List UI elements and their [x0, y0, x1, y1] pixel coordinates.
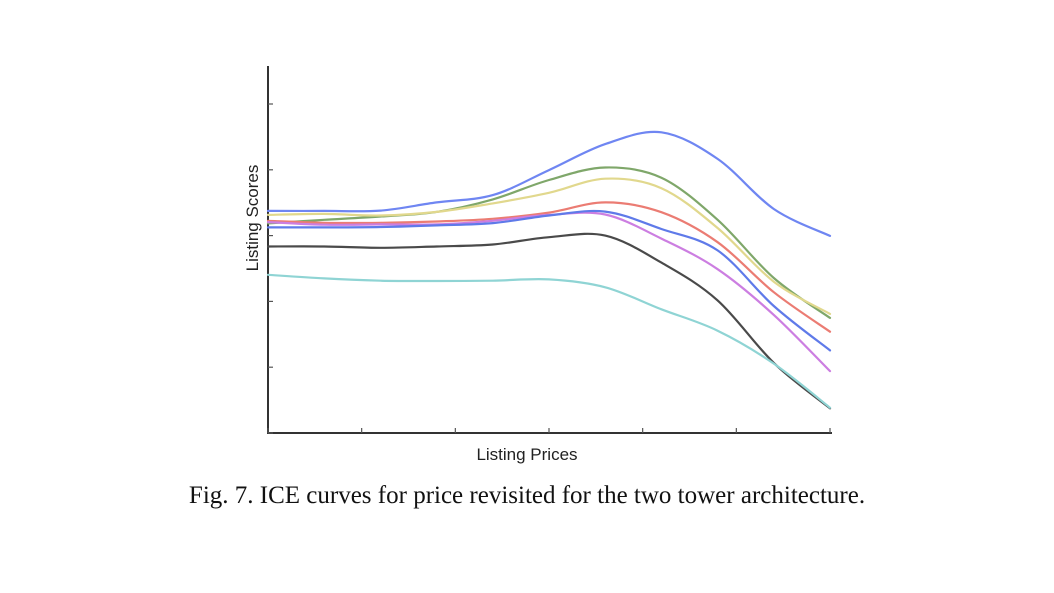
series-line-1 [266, 130, 832, 237]
series-line-7 [266, 232, 832, 410]
series-line-8 [266, 273, 832, 409]
series-line-2 [266, 166, 832, 319]
series-lines [266, 130, 832, 410]
axis-ticks [267, 103, 831, 434]
figure-caption: Fig. 7. ICE curves for price revisited f… [188, 482, 866, 509]
series-line-4 [266, 201, 832, 333]
y-axis-label: Listing Scores [243, 165, 262, 272]
series-line-3 [266, 177, 832, 315]
series-line-6 [266, 209, 832, 352]
x-axis-label: Listing Prices [476, 445, 577, 464]
